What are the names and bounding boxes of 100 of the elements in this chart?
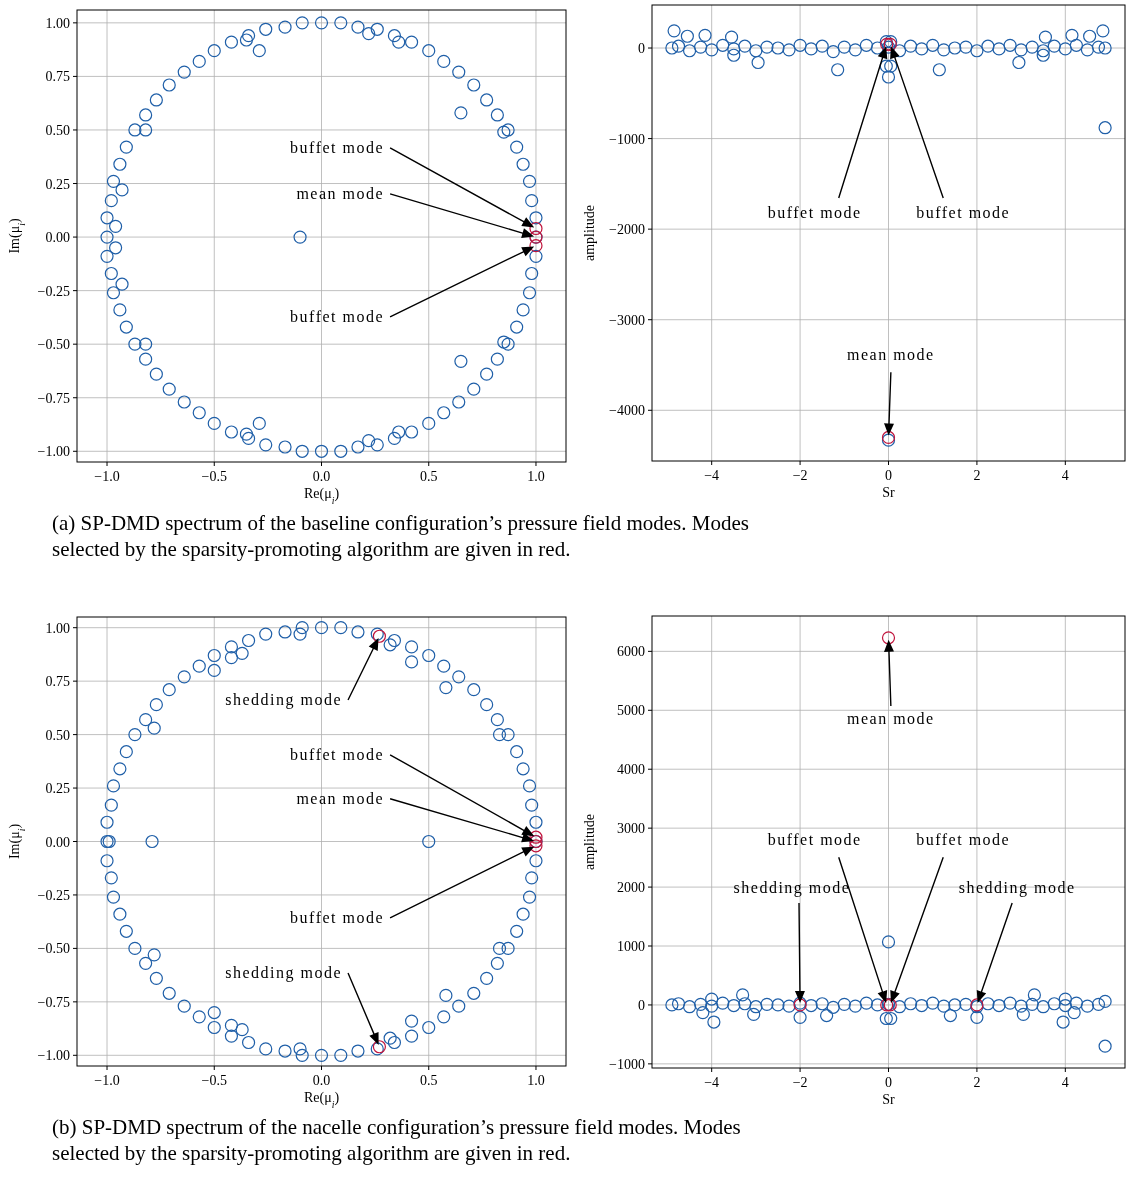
point	[881, 631, 896, 645]
x-tick-label: 0	[885, 1075, 892, 1090]
point	[879, 1011, 893, 1026]
x-tick-label: 0.0	[312, 1073, 331, 1088]
annotation: shedding mode	[225, 691, 343, 709]
annotation: buffet mode	[290, 745, 385, 763]
point	[804, 998, 818, 1013]
y-tick-label: −0.25	[37, 283, 70, 299]
point	[705, 992, 719, 1006]
y-tick-label: 0.75	[45, 674, 70, 690]
annotation: shedding mode	[733, 879, 851, 898]
annotation: buffet mode	[916, 831, 1011, 849]
point	[926, 996, 940, 1010]
point	[948, 998, 962, 1012]
annotation: buffet mode	[916, 203, 1011, 221]
y-axis-title: amplitude	[582, 205, 597, 261]
text: (a) SP-DMD spectrum of the baseline configuration’s pressure field modes. Modes selected by the sparsity-promoting algorithm are given in red.	[52, 511, 749, 561]
x-axis-title: Re(μ$_{i}$)	[303, 486, 340, 506]
point	[937, 999, 951, 1013]
point	[782, 999, 796, 1013]
annotation: mean mode	[296, 184, 385, 202]
y-tick-label: 3000	[617, 821, 645, 837]
point	[992, 998, 1006, 1013]
point	[1003, 996, 1017, 1010]
annotation: mean mode	[847, 710, 935, 728]
y-tick-label: 0.25	[45, 781, 70, 797]
y-tick-label: −2000	[609, 222, 645, 238]
y-tick-label: 5000	[617, 703, 645, 719]
point	[870, 998, 885, 1012]
x-tick-label: 2	[973, 468, 981, 483]
y-tick-label: 4000	[617, 762, 645, 778]
y-tick-label: −0.75	[37, 994, 70, 1010]
point	[1027, 988, 1041, 1002]
x-axis-title: Sr	[882, 1092, 896, 1107]
y-tick-label: 0.50	[45, 122, 70, 138]
x-tick-label: −0.5	[201, 1073, 227, 1088]
y-tick-label: 0.00	[45, 834, 70, 850]
point	[671, 997, 686, 1011]
y-tick-label: 0	[638, 41, 645, 57]
point	[981, 997, 995, 1011]
x-tick-label: 0	[885, 468, 892, 483]
x-tick-label: −4	[704, 1075, 720, 1090]
y-tick-label: −4000	[609, 403, 645, 419]
y-tick-label: −0.25	[37, 887, 70, 903]
x-tick-label: −2	[792, 468, 808, 483]
point	[696, 1006, 710, 1020]
y-tick-label: −3000	[609, 312, 645, 328]
x-tick-label: 2	[973, 1075, 981, 1090]
annotation: shedding mode	[225, 964, 343, 982]
point	[694, 997, 708, 1011]
point	[529, 239, 543, 253]
x-tick-label: 1.0	[527, 1073, 545, 1088]
y-tick-label: 0.00	[45, 230, 70, 246]
x-tick-label: −2	[792, 1075, 808, 1090]
y-tick-label: −0.50	[37, 941, 70, 957]
point	[760, 997, 774, 1011]
annotation: buffet mode	[290, 307, 385, 325]
point	[881, 935, 896, 949]
point	[529, 221, 543, 236]
y-tick-label: 6000	[617, 644, 645, 660]
point	[1014, 999, 1028, 1013]
y-tick-label: 0	[638, 997, 645, 1013]
y-tick-label: −1.00	[37, 1048, 70, 1064]
y-tick-label: −0.75	[37, 390, 70, 406]
point	[736, 988, 750, 1002]
x-tick-label: 1.0	[527, 469, 545, 484]
point	[1080, 999, 1095, 1013]
point	[1067, 1006, 1081, 1020]
y-tick-label: 2000	[617, 880, 645, 896]
point	[1091, 997, 1106, 1011]
point	[771, 998, 785, 1012]
x-tick-label: 4	[1061, 1075, 1069, 1090]
y-tick-label: −1000	[609, 131, 645, 147]
point	[826, 1000, 840, 1014]
y-tick-label: 1.00	[45, 15, 70, 31]
y-tick-label: 0.75	[45, 69, 70, 85]
x-tick-label: −1.0	[94, 1073, 120, 1088]
point	[837, 997, 851, 1011]
point	[1069, 996, 1083, 1010]
point	[848, 999, 862, 1013]
point	[1098, 1039, 1112, 1053]
point	[892, 1000, 907, 1014]
annotation: mean mode	[296, 789, 385, 807]
point	[707, 1015, 721, 1029]
point	[943, 1008, 957, 1023]
x-tick-label: −1.0	[94, 469, 120, 484]
point	[793, 1010, 807, 1024]
annotation: buffet mode	[290, 138, 385, 156]
y-tick-label: −0.50	[37, 337, 70, 353]
point	[1058, 992, 1072, 1006]
annotation: buffet mode	[767, 203, 862, 221]
x-axis-title: Sr	[882, 485, 896, 500]
x-tick-label: 0.0	[312, 469, 331, 484]
point	[1098, 994, 1112, 1009]
x-tick-label: −0.5	[201, 469, 227, 484]
point	[1025, 997, 1039, 1011]
annotation: buffet mode	[290, 908, 385, 926]
point	[1036, 1000, 1050, 1014]
x-tick-label: 0.5	[419, 469, 438, 484]
point	[529, 839, 543, 853]
